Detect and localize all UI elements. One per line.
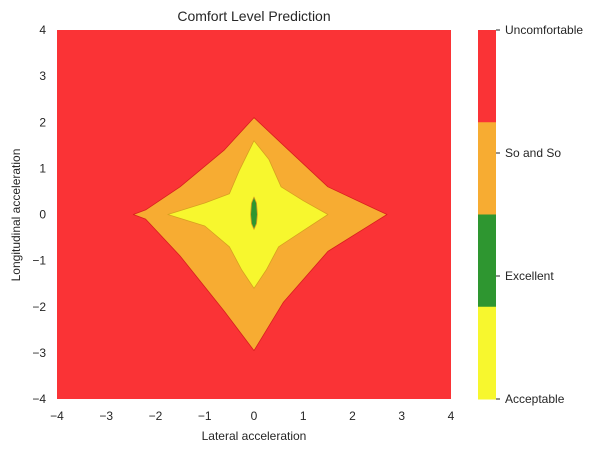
y-tick-label: −2	[32, 300, 46, 314]
x-tick-label: 3	[398, 409, 405, 423]
y-tick-label: 1	[39, 161, 46, 175]
x-tick-label: 1	[300, 409, 307, 423]
y-tick-label: −4	[32, 392, 46, 406]
colorbar-segment	[478, 122, 496, 215]
colorbar-label: Excellent	[505, 269, 554, 283]
y-axis-label: Longitudinal acceleration	[9, 149, 23, 282]
contour-region-excellent	[250, 196, 258, 230]
colorbar-segment	[478, 306, 496, 400]
x-tick-label: −4	[50, 409, 64, 423]
y-axis-ticks: −4 −3 −2 −1 0 1 2 3 4	[32, 23, 46, 406]
y-tick-label: −3	[32, 346, 46, 360]
y-tick-label: 0	[39, 208, 46, 222]
colorbar-label: So and So	[505, 146, 561, 160]
chart-title: Comfort Level Prediction	[177, 8, 330, 24]
y-tick-label: −1	[32, 254, 46, 268]
x-tick-label: −3	[99, 409, 113, 423]
plot-area	[57, 30, 451, 399]
contour-region-acceptable	[167, 140, 329, 289]
x-axis-label: Lateral acceleration	[202, 429, 307, 443]
x-tick-label: 4	[448, 409, 455, 423]
x-tick-label: −1	[198, 409, 212, 423]
colorbar-label: Uncomfortable	[505, 23, 583, 37]
y-tick-label: 4	[39, 23, 46, 37]
colorbar-segment	[478, 30, 496, 123]
colorbar: Uncomfortable So and So Excellent Acceptabl…	[478, 23, 583, 406]
y-tick-label: 3	[39, 69, 46, 83]
colorbar-segment	[478, 214, 496, 308]
x-tick-label: 2	[349, 409, 356, 423]
y-tick-label: 2	[39, 115, 46, 129]
x-axis-ticks: −4 −3 −2 −1 0 1 2 3 4	[50, 409, 455, 423]
colorbar-label: Acceptable	[505, 392, 565, 406]
x-tick-label: −2	[149, 409, 163, 423]
x-tick-label: 0	[251, 409, 258, 423]
